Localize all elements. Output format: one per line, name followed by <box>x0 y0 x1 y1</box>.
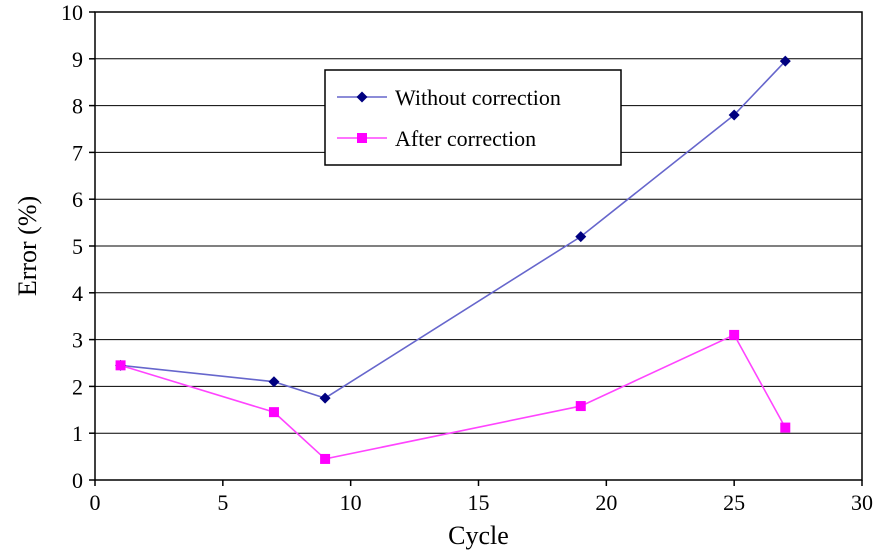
legend-label-after-correction: After correction <box>395 126 536 151</box>
y-tick-label: 7 <box>72 140 83 165</box>
y-tick-label: 10 <box>61 0 83 25</box>
series-line-after-correction <box>120 333 787 460</box>
x-tick-label: 15 <box>468 490 490 515</box>
x-tick-label: 5 <box>217 490 228 515</box>
series-layer <box>115 55 791 464</box>
legend-marker-after-correction <box>357 133 367 143</box>
x-tick-label: 20 <box>595 490 617 515</box>
y-tick-label: 3 <box>72 328 83 353</box>
series-after-correction <box>115 329 791 464</box>
y-axis-label: Error (%) <box>13 196 42 296</box>
x-tick-label: 30 <box>851 490 873 515</box>
series-line-without-correction <box>120 60 786 399</box>
data-point <box>780 422 791 433</box>
y-tick-label: 9 <box>72 47 83 72</box>
y-tick-label: 5 <box>72 234 83 259</box>
data-point <box>728 109 740 121</box>
legend-label-without-correction: Without correction <box>395 85 561 110</box>
x-tick-label: 10 <box>340 490 362 515</box>
legend-marker-without-correction <box>356 91 368 103</box>
y-axis-ticks: 0 1 2 3 4 5 6 7 8 9 10 <box>61 0 95 493</box>
data-point <box>320 453 331 464</box>
x-axis-ticks: 0 5 10 15 20 25 30 <box>90 480 873 515</box>
y-tick-label: 4 <box>72 281 83 306</box>
data-point <box>575 231 587 243</box>
legend-box <box>324 69 622 166</box>
y-tick-label: 6 <box>72 187 83 212</box>
x-tick-label: 0 <box>90 490 101 515</box>
y-tick-label: 8 <box>72 94 83 119</box>
x-tick-label: 25 <box>723 490 745 515</box>
data-point <box>115 360 126 371</box>
data-point <box>319 392 331 404</box>
data-point <box>779 55 791 67</box>
data-point <box>575 401 586 412</box>
y-tick-label: 2 <box>72 374 83 399</box>
data-point <box>268 376 280 388</box>
data-point <box>729 329 740 340</box>
y-tick-label: 0 <box>72 468 83 493</box>
gridlines <box>95 58 862 434</box>
x-axis-label: Cycle <box>448 521 509 550</box>
data-point <box>268 407 279 418</box>
legend: Without correction After correction <box>324 69 622 166</box>
y-tick-label: 1 <box>72 421 83 446</box>
